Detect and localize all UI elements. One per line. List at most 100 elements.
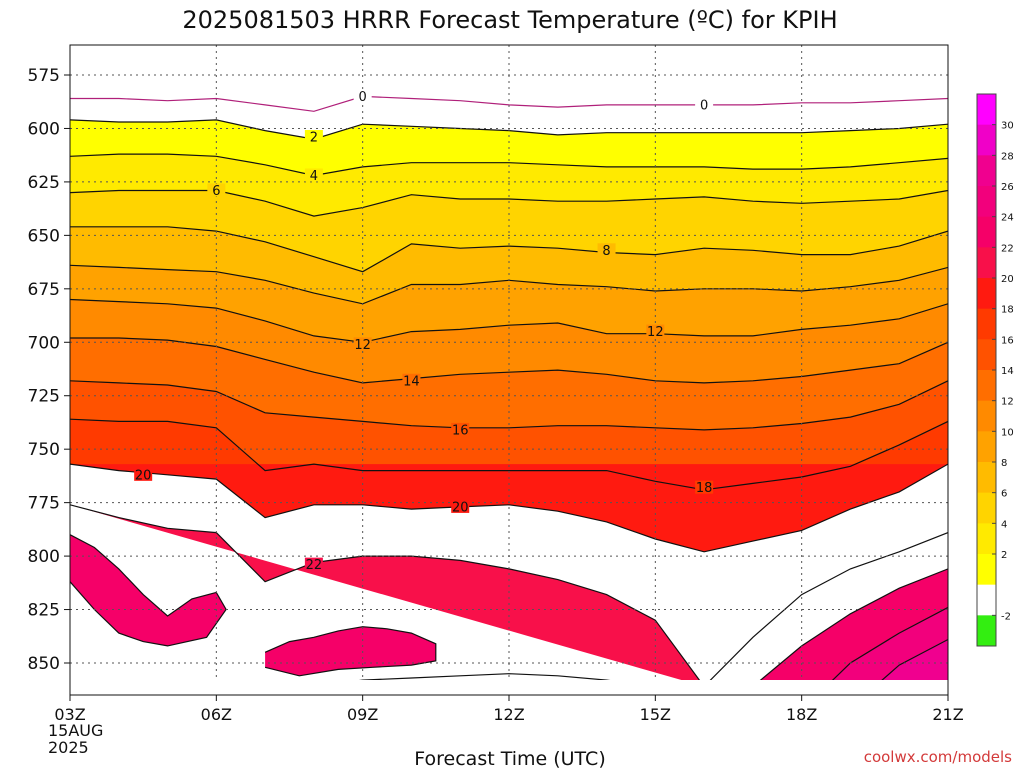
x-tick-label: 06Z — [201, 705, 232, 724]
colorbar-tick-label: 26 — [1001, 182, 1014, 193]
contour-labels: 0 0 2 4 6 8 12 12 14 16 18 20 20 22 — [134, 89, 714, 573]
y-tick-label: 750 — [28, 440, 60, 460]
contour-label-bg — [207, 183, 226, 197]
y-tick-label: 825 — [28, 601, 60, 621]
contour-line-20 — [70, 463, 948, 553]
contour-label-bg — [353, 89, 372, 103]
x-tick-label: 21Z — [932, 705, 963, 724]
grid — [70, 45, 948, 680]
contour-label: 2 — [310, 131, 318, 146]
colorbar-tick-label: 10 — [1001, 427, 1014, 438]
chart-title: 2025081503 HRRR Forecast Temperature (ºC… — [182, 6, 837, 34]
contour-label: 20 — [135, 468, 152, 483]
contour-label: 16 — [452, 423, 469, 438]
colorbar-tick-label: 28 — [1001, 151, 1014, 162]
colorbar-segment — [977, 339, 996, 371]
temperature-band — [70, 299, 948, 383]
contour-label-bg — [597, 243, 616, 257]
colorbar-tick-label: 20 — [1001, 274, 1014, 285]
contour-line-12 — [70, 298, 948, 343]
colorbar-tick-label: 2 — [1001, 550, 1007, 561]
x-tick-label: 03Z — [54, 705, 85, 724]
y-tick-label: 850 — [28, 654, 60, 674]
colorbar-segment — [977, 492, 996, 524]
contour-label: 20 — [452, 500, 469, 515]
plot-area — [70, 45, 948, 695]
colorbar-segment — [977, 370, 996, 402]
colorbar-segment — [977, 247, 996, 279]
contour-line-26 — [831, 606, 948, 680]
colorbar-segment — [977, 431, 996, 463]
colorbar-tick-label: 22 — [1001, 243, 1014, 254]
x-axis: 03Z 06Z 09Z 12Z 15Z 18Z 21Z — [54, 695, 964, 724]
colorbar-segment — [977, 278, 996, 310]
contour-label-bg — [353, 337, 372, 351]
colorbar-tick-label: 4 — [1001, 519, 1007, 530]
contour-label: 14 — [403, 374, 420, 389]
colorbar-segment — [977, 308, 996, 340]
contour-line-24 — [264, 626, 437, 677]
y-tick-label: 675 — [28, 280, 60, 300]
colorbar-segment — [977, 523, 996, 555]
y-tick-label: 775 — [28, 494, 60, 514]
y-tick-label: 725 — [28, 387, 60, 407]
y-tick-label: 700 — [28, 333, 60, 353]
contour-label-bg — [134, 467, 153, 481]
contour-line-0 — [70, 95, 948, 112]
contour-label: 22 — [306, 558, 323, 573]
colorbar-tick-label: -2 — [1001, 611, 1011, 622]
contour-line-22 — [70, 504, 701, 680]
contour-label: 0 — [700, 98, 708, 113]
colorbar-segment — [977, 615, 996, 647]
contour-line-24 — [759, 568, 948, 680]
colorbar-tick-label: 30 — [1001, 121, 1014, 132]
contour-line-24 — [70, 534, 227, 647]
colorbar-tick-label: 12 — [1001, 397, 1014, 408]
contour-label-bg — [304, 557, 323, 571]
contour-label-bg — [304, 130, 323, 144]
y-tick-label: 575 — [28, 66, 60, 86]
contour-label: 12 — [647, 325, 664, 340]
colorbar-tick-label: 24 — [1001, 213, 1014, 224]
contour-label: 18 — [696, 481, 713, 496]
contour-label-bg — [451, 422, 470, 436]
y-tick-label: 625 — [28, 173, 60, 193]
colorbar-segment — [977, 462, 996, 494]
temperature-band — [70, 338, 948, 430]
contour-label: 12 — [354, 338, 371, 353]
y-axis: 575 600 625 650 675 700 725 750 775 800 825 850 — [28, 66, 70, 674]
x-tick-label: 15Z — [640, 705, 671, 724]
credit-text: coolwx.com/models — [864, 748, 1012, 766]
y-tick-label: 650 — [28, 226, 60, 246]
warm-region — [70, 534, 227, 646]
x-tick-label: 18Z — [786, 705, 817, 724]
colorbar-tick-label: 6 — [1001, 489, 1007, 500]
contour-label-bg — [646, 324, 665, 338]
contour-label-bg — [695, 97, 714, 111]
colorbar-tick-label: 16 — [1001, 335, 1014, 346]
contour-label-bg — [451, 499, 470, 513]
colorbar-segment — [977, 400, 996, 432]
x-axis-label: Forecast Time (UTC) — [414, 748, 605, 768]
colorbar-segment — [977, 94, 996, 126]
colorbar-segment — [977, 124, 996, 156]
temperature-band — [70, 504, 700, 680]
temperature-band — [70, 226, 948, 304]
x-date-day: 15AUG — [48, 721, 103, 740]
colorbar-segment — [977, 155, 996, 187]
x-tick-label: 12Z — [493, 705, 524, 724]
contour-line-18 — [358, 673, 611, 680]
y-tick-label: 600 — [28, 119, 60, 139]
contour-label-bg — [695, 480, 714, 494]
contour-label-bg — [402, 373, 421, 387]
colorbar-segment — [977, 216, 996, 248]
contour-label: 6 — [212, 184, 220, 199]
x-date-year: 2025 — [48, 738, 89, 757]
contour-label: 0 — [359, 90, 367, 105]
ground-terrain — [70, 680, 948, 695]
contour-label: 8 — [602, 244, 610, 259]
warm-region — [882, 639, 948, 680]
y-tick-label: 800 — [28, 547, 60, 567]
